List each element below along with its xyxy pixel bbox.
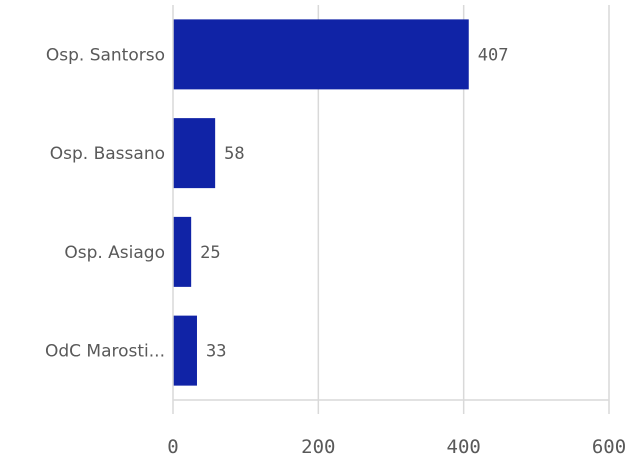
data-label: 25 xyxy=(200,243,220,263)
bars xyxy=(173,19,469,386)
data-label: 407 xyxy=(478,45,509,65)
category-label: Osp. Santorso xyxy=(46,45,165,65)
bar xyxy=(173,118,216,189)
bar xyxy=(173,19,469,90)
x-tick-label: 200 xyxy=(301,436,335,458)
category-label: Osp. Bassano xyxy=(50,144,165,164)
x-tick-label: 400 xyxy=(447,436,481,458)
labels: 0 200 400 600 Osp. Santorso 407 Osp. Bassano 58… xyxy=(45,45,626,458)
category-label: Osp. Asiago xyxy=(64,243,165,263)
category-label: OdC Marosti... xyxy=(45,342,165,362)
x-tick-label: 600 xyxy=(592,436,626,458)
x-tick-label: 0 xyxy=(167,436,178,458)
bar xyxy=(173,216,192,287)
bar xyxy=(173,315,197,386)
data-label: 58 xyxy=(224,144,244,164)
data-label: 33 xyxy=(206,342,226,362)
